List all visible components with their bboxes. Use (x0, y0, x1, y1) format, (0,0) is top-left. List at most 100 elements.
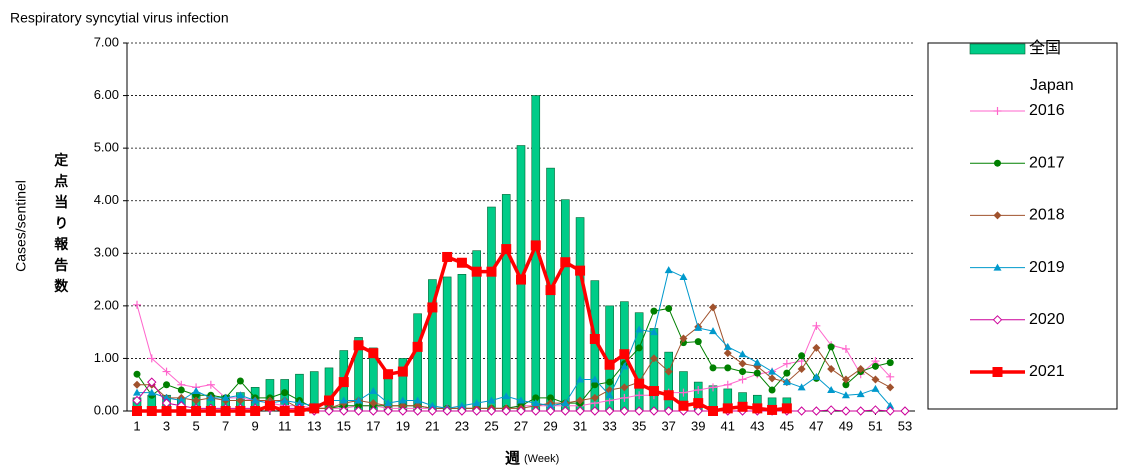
marker (264, 400, 275, 411)
marker (133, 300, 141, 309)
marker (635, 391, 644, 400)
marker (354, 396, 363, 404)
marker (502, 392, 511, 400)
y-tick-label: 3.00 (94, 245, 119, 260)
marker (353, 340, 364, 351)
marker (590, 375, 599, 383)
marker (798, 352, 806, 360)
marker (162, 393, 171, 401)
marker (205, 406, 216, 416)
legend-swatch (969, 43, 1026, 55)
marker (709, 327, 717, 335)
marker (993, 107, 1002, 115)
marker (739, 368, 747, 376)
marker (694, 385, 703, 394)
marker (368, 348, 379, 359)
marker (280, 396, 289, 404)
bar (413, 313, 422, 412)
marker (900, 406, 910, 416)
x-tick-label: 1 (133, 418, 140, 433)
marker (516, 274, 526, 285)
marker (856, 390, 865, 398)
marker (398, 401, 407, 410)
marker (620, 362, 629, 370)
marker (827, 364, 836, 373)
marker (531, 399, 540, 407)
marker (841, 375, 850, 384)
marker (413, 396, 422, 404)
marker (768, 386, 776, 394)
marker (679, 334, 688, 343)
marker (679, 388, 688, 397)
x-tick-label: 53 (898, 418, 912, 433)
x-tick-label: 15 (337, 418, 351, 433)
series-line (136, 304, 891, 409)
marker (842, 381, 850, 389)
marker (885, 406, 895, 416)
marker (679, 339, 687, 347)
marker (369, 387, 378, 395)
marker (279, 406, 290, 416)
marker (487, 396, 496, 404)
marker (708, 406, 718, 416)
marker (841, 391, 850, 399)
marker (560, 406, 571, 416)
marker (338, 377, 349, 388)
marker (368, 406, 379, 416)
marker (412, 406, 423, 416)
marker (724, 364, 732, 372)
marker (531, 406, 541, 416)
marker (694, 323, 703, 331)
marker (782, 378, 791, 386)
marker (442, 251, 453, 262)
marker (220, 406, 231, 416)
marker (782, 359, 791, 368)
marker (871, 384, 880, 392)
marker (827, 343, 835, 351)
marker (442, 406, 452, 416)
marker (398, 406, 408, 416)
marker (412, 341, 423, 352)
marker (722, 403, 733, 414)
marker (560, 257, 571, 268)
marker (545, 406, 556, 416)
marker (678, 400, 689, 411)
marker (589, 333, 600, 344)
marker (664, 367, 673, 376)
marker (709, 383, 717, 392)
marker (530, 240, 541, 251)
marker (162, 367, 171, 376)
marker (604, 406, 615, 416)
x-tick-label: 47 (809, 418, 823, 433)
marker (471, 266, 482, 277)
marker (133, 380, 141, 389)
x-axis-label: 週 (505, 450, 520, 467)
marker (457, 401, 466, 409)
marker (501, 406, 511, 416)
marker (161, 406, 172, 416)
marker (235, 406, 246, 416)
marker (221, 393, 230, 401)
marker (812, 321, 821, 330)
marker (992, 367, 1003, 377)
marker (427, 302, 438, 313)
x-tick-label: 51 (868, 418, 882, 433)
bar (487, 206, 496, 412)
marker (353, 406, 364, 416)
marker (737, 401, 748, 412)
x-tick-label: 21 (425, 418, 439, 433)
marker (679, 272, 688, 280)
x-tick-label: 19 (396, 418, 410, 433)
y-tick-label: 2.00 (94, 297, 119, 312)
marker (383, 369, 394, 380)
marker (177, 396, 186, 404)
marker (163, 381, 171, 389)
x-tick-label: 5 (192, 418, 199, 433)
marker (768, 374, 777, 383)
marker (886, 372, 895, 381)
marker (871, 362, 879, 370)
marker (146, 406, 157, 416)
marker (575, 265, 586, 276)
marker (812, 343, 821, 352)
